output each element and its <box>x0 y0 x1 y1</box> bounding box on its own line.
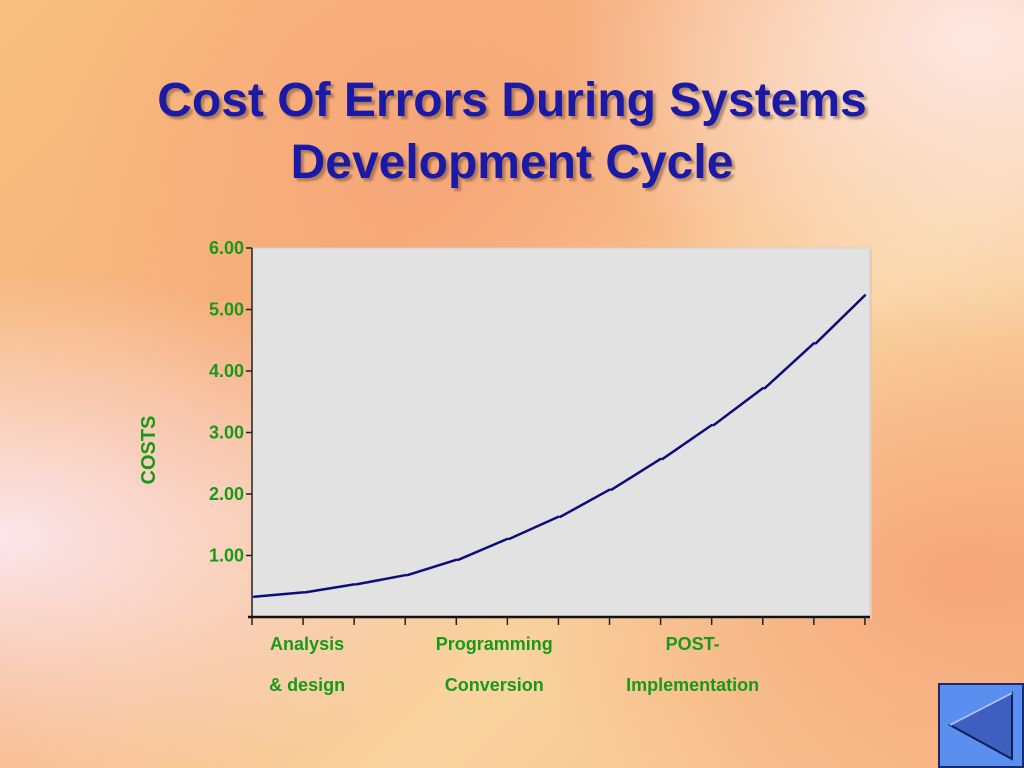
series-segment <box>252 591 305 598</box>
series-segment <box>814 294 867 345</box>
x-axis <box>248 615 870 625</box>
series-segment <box>712 386 764 427</box>
y-tick-label: 5.00 <box>209 300 244 320</box>
category-labels: Analysis & design Programming Conversion POS… <box>269 634 759 695</box>
series-segment <box>559 488 611 519</box>
triangle-left-icon <box>947 691 1013 761</box>
category-label-line1: Analysis <box>270 634 344 654</box>
series-segment <box>610 457 662 491</box>
plot-area <box>251 247 871 618</box>
series-segment <box>508 515 560 541</box>
y-axis: 6.00 5.00 4.00 3.00 2.00 1.00 <box>209 238 253 617</box>
y-tick-label: 3.00 <box>209 423 244 443</box>
series-segment <box>303 583 356 594</box>
series-segment <box>661 423 713 461</box>
category-label-line2: Implementation <box>626 675 759 695</box>
series-segment <box>405 558 458 577</box>
y-tick-label: 4.00 <box>209 361 244 381</box>
category-label-line2: & design <box>269 675 345 695</box>
series-segment <box>354 573 407 586</box>
category-label-line1: POST- <box>666 634 720 654</box>
series-group <box>252 294 867 598</box>
slide-title: Cost Of Errors During Systems Developmen… <box>0 70 1024 194</box>
title-line-1: Cost Of Errors During Systems <box>157 74 867 127</box>
back-button[interactable] <box>938 683 1024 768</box>
category-label-line1: Programming <box>436 634 553 654</box>
y-axis-label: COSTS <box>138 416 160 485</box>
title-line-2: Development Cycle <box>290 136 734 189</box>
series-segment <box>457 537 509 562</box>
y-tick-label: 1.00 <box>209 546 244 566</box>
y-tick-label: 2.00 <box>209 484 244 504</box>
series-segment <box>763 342 816 390</box>
y-tick-label: 6.00 <box>209 238 244 258</box>
category-label-line2: Conversion <box>445 675 544 695</box>
